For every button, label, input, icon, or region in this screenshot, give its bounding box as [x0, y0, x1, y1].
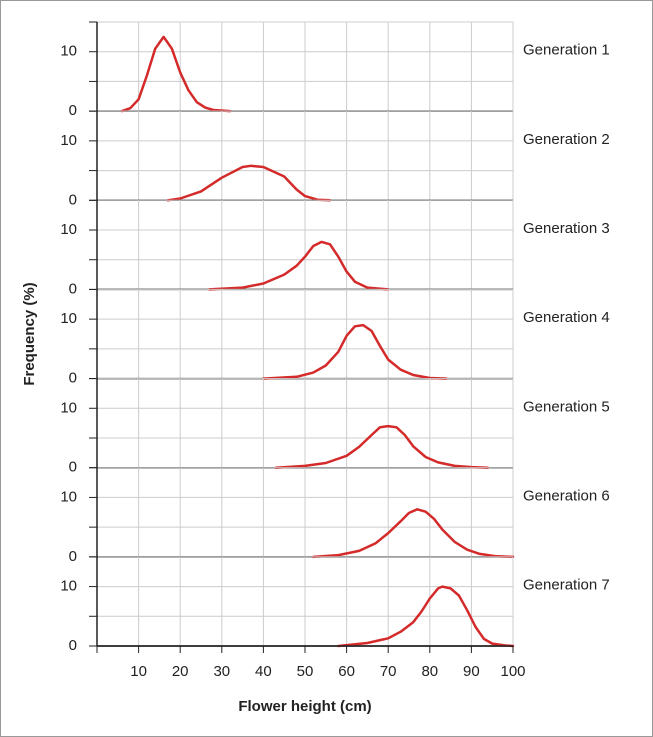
- x-tick-label: 50: [297, 663, 314, 680]
- y-tick-label: 10: [60, 488, 77, 505]
- y-tick-label: 10: [60, 399, 77, 416]
- y-tick-label: 10: [60, 221, 77, 238]
- x-axis-label: Flower height (cm): [238, 698, 371, 715]
- y-tick-label: 0: [69, 637, 77, 654]
- x-tick-label: 60: [338, 663, 355, 680]
- y-tick-label: 10: [60, 310, 77, 327]
- curve: [337, 585, 515, 648]
- y-tick-label: 0: [69, 191, 77, 208]
- curve: [312, 508, 515, 559]
- y-tick-label: 10: [60, 132, 77, 149]
- curve: [208, 240, 390, 291]
- curve: [166, 164, 332, 202]
- y-tick-label: 10: [60, 43, 77, 60]
- y-tick-label: 0: [69, 102, 77, 119]
- x-tick-label: 70: [380, 663, 397, 680]
- y-tick-label: 0: [69, 459, 77, 476]
- panel-label: Generation 5: [523, 398, 610, 415]
- curve: [120, 35, 232, 113]
- y-tick-label: 0: [69, 370, 77, 387]
- y-tick-label: 0: [69, 280, 77, 297]
- panel-label: Generation 6: [523, 487, 610, 504]
- panel-label: Generation 1: [523, 42, 610, 59]
- x-tick-label: 30: [213, 663, 230, 680]
- x-tick-label: 100: [500, 663, 525, 680]
- x-tick-label: 40: [255, 663, 272, 680]
- y-tick-label: 0: [69, 548, 77, 565]
- panel-label: Generation 4: [523, 309, 610, 326]
- curve: [262, 323, 448, 380]
- x-tick-label: 10: [130, 663, 147, 680]
- x-tick-label: 90: [463, 663, 480, 680]
- y-tick-label: 10: [60, 578, 77, 595]
- y-axis-label: Frequency (%): [21, 282, 38, 385]
- x-tick-label: 80: [421, 663, 438, 680]
- curve: [274, 424, 490, 469]
- panel-label: Generation 3: [523, 220, 610, 237]
- panel-label: Generation 2: [523, 131, 610, 148]
- x-tick-label: 20: [172, 663, 189, 680]
- panel-label: Generation 7: [523, 577, 610, 594]
